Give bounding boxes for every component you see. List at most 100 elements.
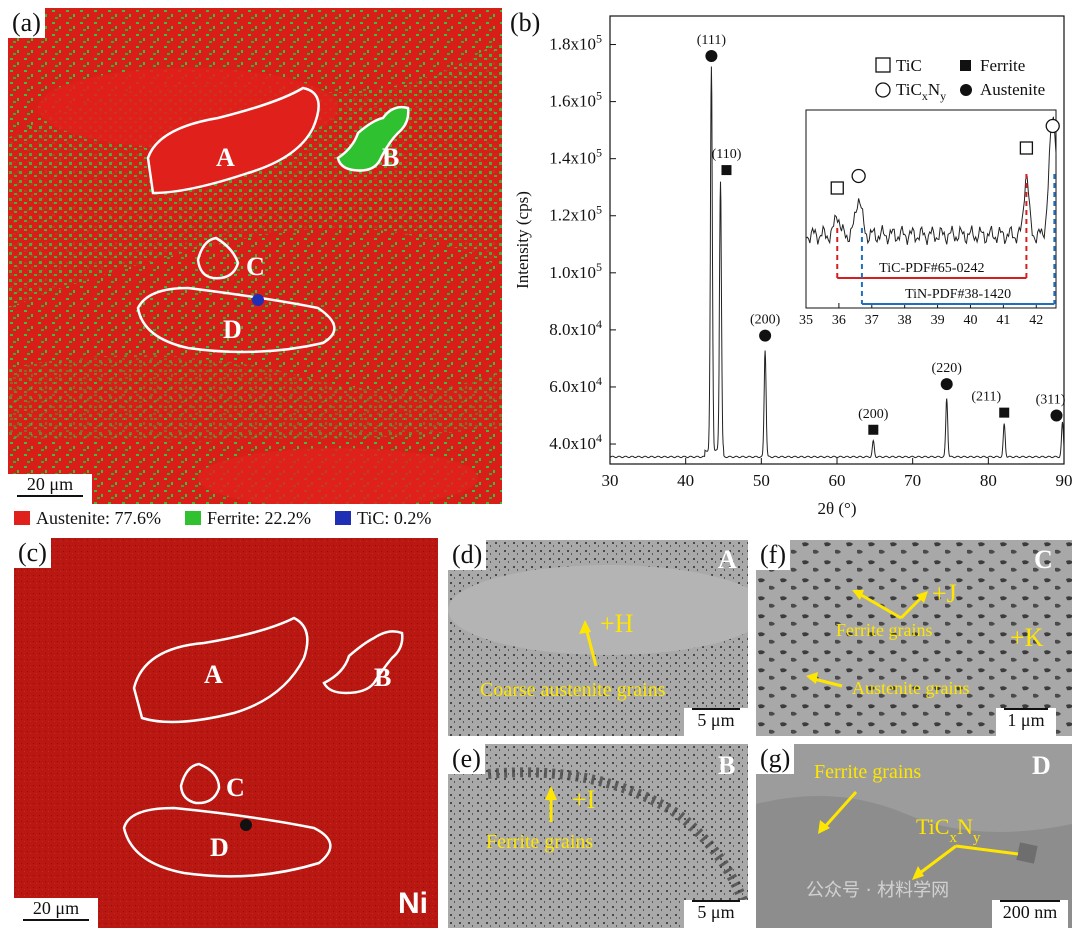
phase-legend: Austenite: 77.6% Ferrite: 22.2% TiC: 0.2… xyxy=(14,508,431,529)
inset-x-tick-label: 42 xyxy=(1029,313,1043,328)
y-tick-label: 6.0x104 xyxy=(549,374,602,396)
xrd-chart-svg: 30 40 50 60 70 80 90 4.0x104 6.0x104 8.0x104 1.0x1… xyxy=(513,15,1073,518)
peak-label: (111) xyxy=(697,33,727,48)
legend-tic-symbol xyxy=(875,57,891,73)
y-axis-title: Intensity (cps) xyxy=(513,191,532,289)
legend-tic: TiC: 0.2% xyxy=(334,508,431,529)
x-tick-label: 40 xyxy=(677,471,694,490)
scalebar-c: 20 μm xyxy=(14,898,98,928)
region-d-label: D xyxy=(223,315,242,344)
inset-x-tick-label: 40 xyxy=(963,313,977,328)
scalebar-e-label: 5 μm xyxy=(697,902,735,922)
legend-austenite-label: Austenite xyxy=(980,80,1045,99)
legend-austenite: Austenite: 77.6% xyxy=(14,508,161,529)
scalebar-g-label: 200 nm xyxy=(1002,902,1058,922)
austenite-marker xyxy=(759,329,772,342)
legend-austenite-symbol xyxy=(960,84,972,96)
note-ferrite-g: Ferrite grains xyxy=(814,761,921,783)
ni-map-image: A B C D Ni xyxy=(14,538,438,928)
sem-image-g: Ferrite grains TiCxNy D 公众号 · 材料学网 xyxy=(756,744,1072,928)
arrow-ticxny-1 xyxy=(915,844,957,878)
corner-b: B xyxy=(718,751,735,780)
peak-label: (311) xyxy=(1036,392,1066,407)
note-ticxny: TiCxNy xyxy=(916,814,981,846)
inset-x-tick-label: 38 xyxy=(898,313,912,328)
scalebar-f-label: 1 μm xyxy=(1007,710,1045,730)
peak-label: (110) xyxy=(712,147,742,162)
x-tick-label: 90 xyxy=(1056,471,1073,490)
legend-ferrite: Ferrite: 22.2% xyxy=(184,508,311,529)
panel-label-a: (a) xyxy=(8,8,45,38)
element-label: Ni xyxy=(398,887,428,920)
region-b-outline-c xyxy=(322,630,404,695)
scalebar-a-label: 20 μm xyxy=(26,474,74,494)
inset-x-tick-label: 39 xyxy=(931,313,945,328)
region-c-label: C xyxy=(246,252,265,281)
x-tick-label: 50 xyxy=(753,471,770,490)
legend-ferrite-symbol xyxy=(960,60,971,71)
y-tick-label: 1.4x105 xyxy=(549,146,602,168)
inset-x-tick-label: 35 xyxy=(799,313,813,328)
legend-ticxny-label: TiCxNy xyxy=(896,80,946,103)
legend-ferrite-label: Ferrite xyxy=(980,56,1025,75)
x-tick-label: 60 xyxy=(829,471,846,490)
panel-g-sem: Ferrite grains TiCxNy D 公众号 · 材料学网 (g) 2… xyxy=(756,744,1072,928)
x-axis-title: 2θ (°) xyxy=(817,499,856,518)
panel-a-phase-map: A B C D (a) 20 μm xyxy=(8,8,502,504)
inset-tic-marker xyxy=(1019,141,1034,155)
xrd-curve xyxy=(609,66,1065,459)
region-b-outline xyxy=(336,105,410,172)
y-tick-label: 1.6x105 xyxy=(549,89,602,111)
austenite-marker xyxy=(1050,409,1063,422)
region-d-outline xyxy=(136,286,336,354)
scalebar-a: 20 μm xyxy=(8,474,92,504)
scalebar-d-label: 5 μm xyxy=(697,710,735,730)
region-a-outline xyxy=(146,86,320,195)
sem-image-f: +J Ferrite grains +K Austenite grains C xyxy=(756,540,1072,736)
arrow-ferrite-1 xyxy=(855,590,902,620)
region-c-outline-c xyxy=(179,762,221,805)
inset-x-tick-label: 37 xyxy=(865,313,879,328)
arrow-ferrite-g xyxy=(820,790,858,832)
inset-ticxny-marker xyxy=(1045,118,1060,134)
ref-line-label: TiC-PDF#65-0242 xyxy=(879,261,984,276)
y-tick-label: 1.0x105 xyxy=(549,260,602,282)
region-c-outline xyxy=(196,236,240,280)
legend-tic-label: TiC xyxy=(896,56,922,75)
panel-label-g: (g) xyxy=(756,744,795,774)
point-i: +I xyxy=(572,785,595,814)
scalebar-g: 200 nm xyxy=(992,900,1068,928)
region-d-outline-c xyxy=(122,806,332,878)
tic-particle xyxy=(252,294,264,306)
scalebar-c-label: 20 μm xyxy=(32,898,80,918)
panel-label-f: (f) xyxy=(756,540,790,570)
x-tick-label: 80 xyxy=(980,471,997,490)
y-tick-label: 8.0x104 xyxy=(549,317,602,339)
peak-label: (220) xyxy=(932,361,963,376)
note-austenite-f: Austenite grains xyxy=(852,678,969,698)
arrow-ticxny-2 xyxy=(955,844,1019,856)
y-tick-label: 1.2x105 xyxy=(549,203,602,225)
region-d-label-c: D xyxy=(210,833,229,862)
corner-a: A xyxy=(718,545,737,574)
panel-b-xrd-chart: 30 40 50 60 70 80 90 4.0x104 6.0x104 8.0x104 1.0x1… xyxy=(506,8,1076,530)
region-c-label-c: C xyxy=(226,773,245,802)
panel-label-b: (b) xyxy=(506,8,545,38)
panel-d-sem: +H Coarse austenite grains A (d) 5 μm xyxy=(448,540,748,736)
austenite-marker xyxy=(705,49,718,62)
panel-f-sem: +J Ferrite grains +K Austenite grains C … xyxy=(756,540,1072,736)
x-tick-label: 30 xyxy=(602,471,619,490)
scalebar-d: 5 μm xyxy=(684,708,748,736)
panel-label-c: (c) xyxy=(14,538,51,568)
region-a-label-c: A xyxy=(204,660,223,689)
y-tick-label: 4.0x104 xyxy=(549,431,602,453)
sem-image-d: +H Coarse austenite grains A xyxy=(448,540,748,736)
point-h: +H xyxy=(600,609,634,638)
scalebar-f: 1 μm xyxy=(996,708,1056,736)
inset-x-tick-label: 41 xyxy=(996,313,1010,328)
panel-label-d: (d) xyxy=(448,540,487,570)
inset-tic-marker xyxy=(830,181,844,195)
ferrite-marker xyxy=(999,407,1010,418)
region-b-label-c: B xyxy=(374,663,391,692)
panel-e-sem: +I Ferrite grains B (e) 5 μm xyxy=(448,744,748,928)
